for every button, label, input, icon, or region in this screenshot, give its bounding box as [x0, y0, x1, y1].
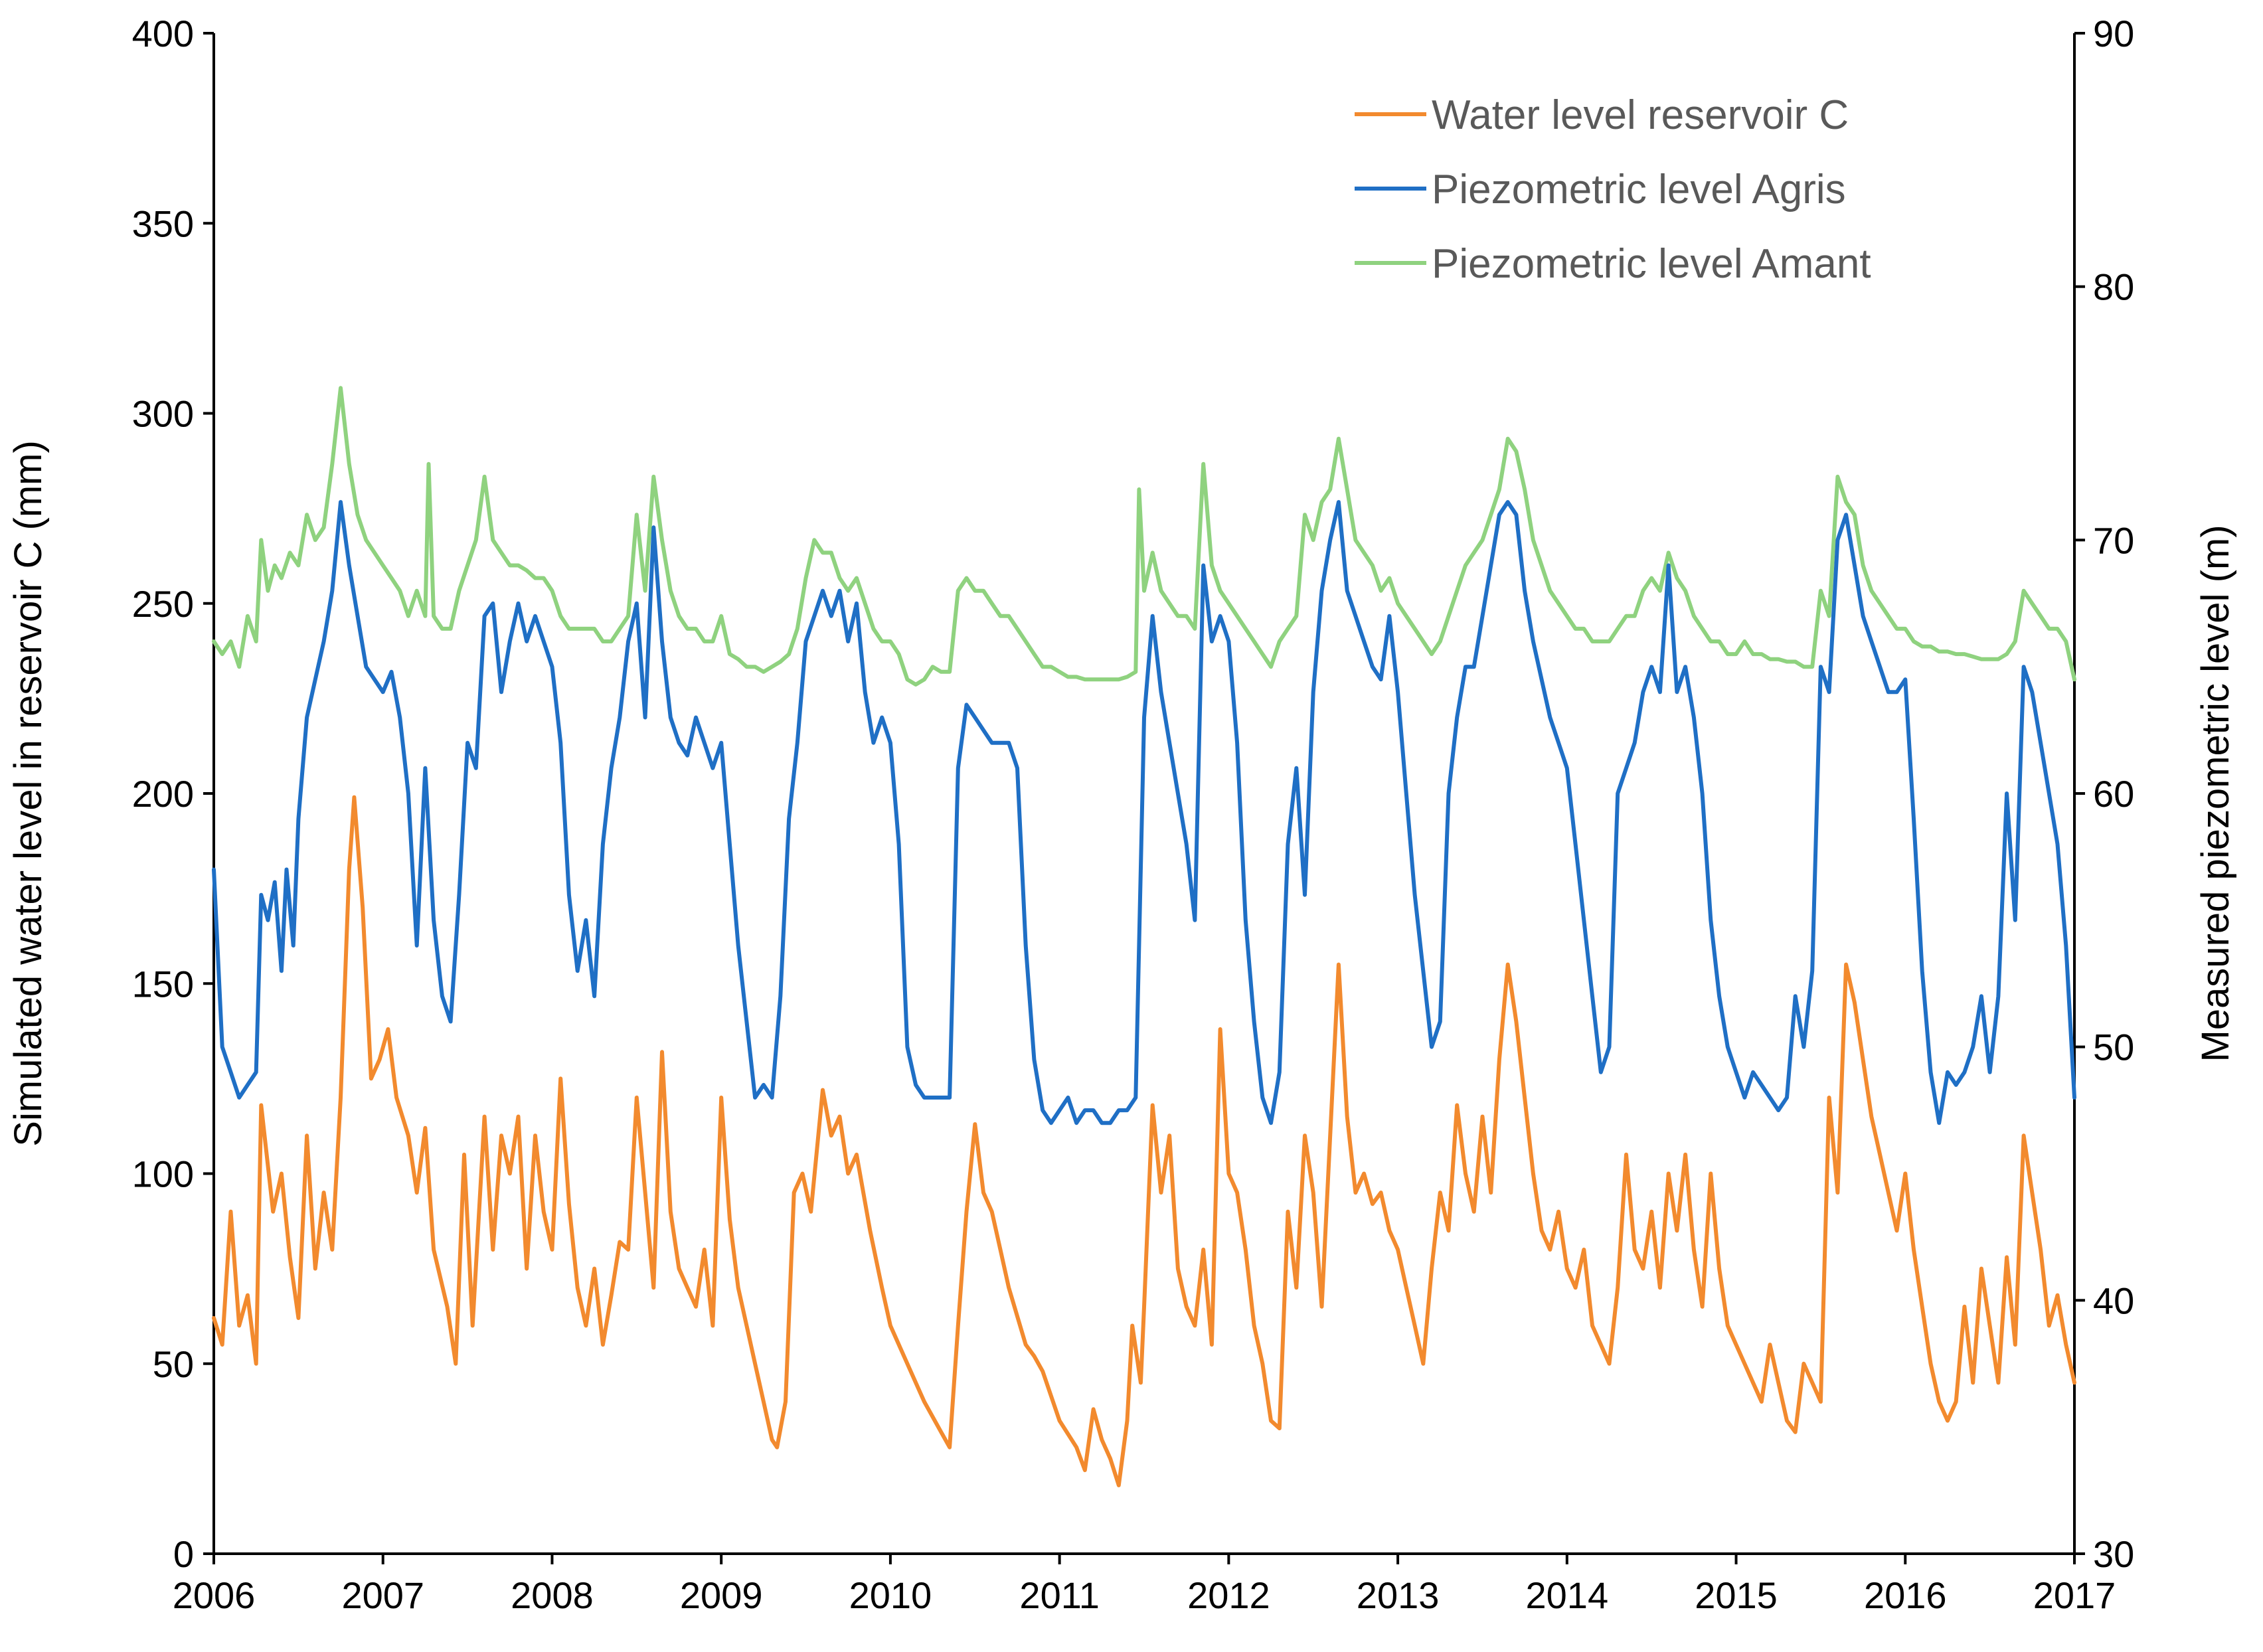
right-tick-label: 50 — [2093, 1027, 2134, 1068]
x-tick-label: 2010 — [849, 1574, 932, 1616]
x-tick-label: 2015 — [1695, 1574, 1778, 1616]
left-tick-label: 150 — [132, 963, 194, 1005]
x-tick-label: 2016 — [1864, 1574, 1947, 1616]
x-tick-label: 2014 — [1526, 1574, 1609, 1616]
legend: Water level reservoir C Piezometric level… — [1355, 92, 1871, 287]
x-tick-label: 2009 — [680, 1574, 763, 1616]
right-tick-label: 40 — [2093, 1280, 2134, 1321]
piezometric-level-amant-line — [212, 386, 2076, 687]
legend-label: Piezometric level Amant — [1432, 241, 1871, 287]
left-tick-label: 0 — [173, 1533, 194, 1575]
x-tick-label: 2012 — [1187, 1574, 1270, 1616]
right-axis-title: Measured piezometric level (m) — [2194, 525, 2237, 1062]
x-ticks: 2006 2007 2008 2009 2010 2011 2012 2013 2014 2015… — [173, 1554, 2116, 1616]
x-tick-label: 2006 — [173, 1574, 256, 1616]
series-layer — [212, 386, 2076, 1487]
right-tick-label: 90 — [2093, 13, 2134, 54]
left-tick-label: 400 — [132, 13, 194, 54]
x-tick-label: 2011 — [1019, 1574, 1099, 1616]
x-tick-label: 2017 — [2033, 1574, 2116, 1616]
piezometric-level-agris-line — [212, 500, 2076, 1125]
left-tick-label: 200 — [132, 773, 194, 815]
right-tick-label: 70 — [2093, 519, 2134, 561]
legend-label: Piezometric level Agris — [1432, 167, 1846, 212]
right-tick-label: 60 — [2093, 773, 2134, 815]
x-tick-label: 2013 — [1357, 1574, 1440, 1616]
legend-label: Water level reservoir C — [1432, 92, 1849, 138]
x-tick-label: 2008 — [511, 1574, 594, 1616]
left-tick-label: 250 — [132, 583, 194, 625]
water-level-reservoir-c-line — [212, 795, 2076, 1487]
left-tick-label: 300 — [132, 393, 194, 435]
left-y-ticks: 0 50 100 150 200 250 300 350 400 — [132, 13, 214, 1575]
x-tick-label: 2007 — [341, 1574, 424, 1616]
left-tick-label: 350 — [132, 203, 194, 244]
right-tick-label: 80 — [2093, 266, 2134, 308]
right-tick-label: 30 — [2093, 1533, 2134, 1575]
left-axis-title: Simulated water level in reservoir C (mm… — [7, 440, 50, 1147]
left-tick-label: 100 — [132, 1153, 194, 1195]
left-tick-label: 50 — [153, 1343, 194, 1385]
right-y-ticks: 30 40 50 60 70 80 90 — [2074, 13, 2134, 1575]
